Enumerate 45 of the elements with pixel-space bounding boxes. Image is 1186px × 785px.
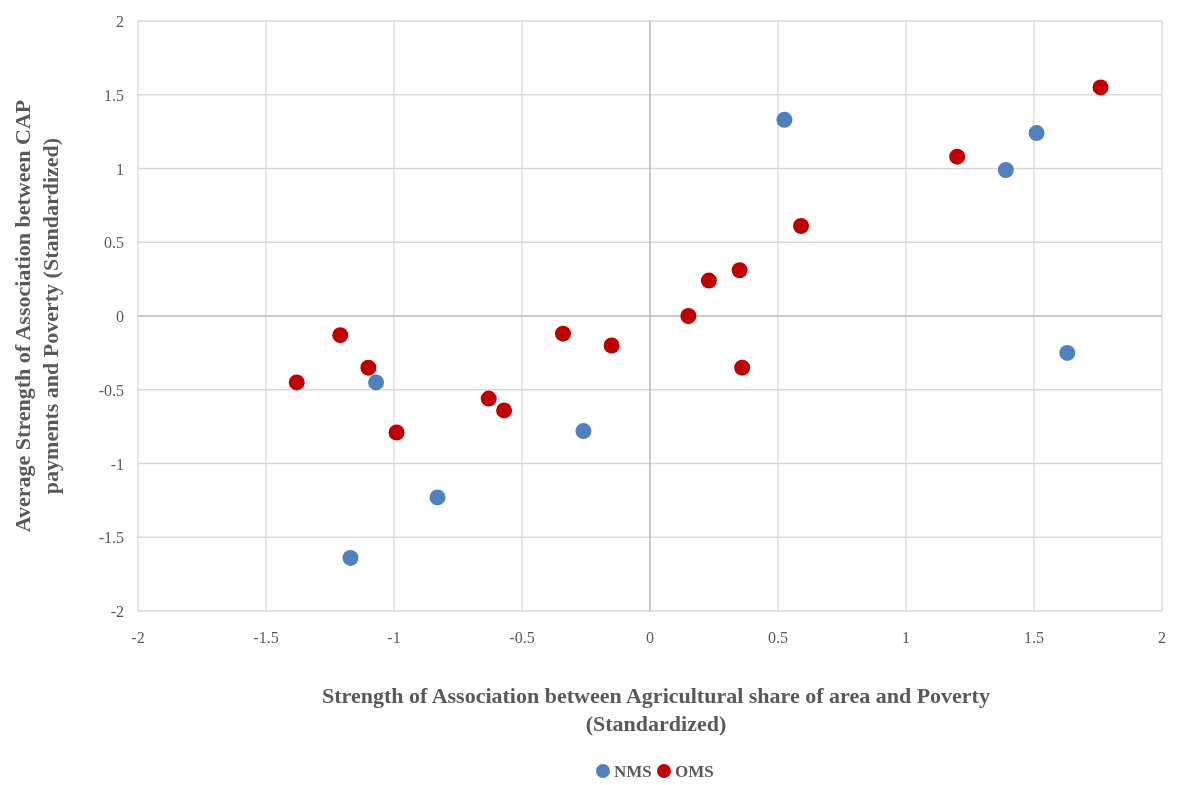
point (1028, 125, 1045, 142)
point (603, 337, 620, 354)
x-tick-label: -1 (387, 629, 401, 646)
point (429, 489, 446, 506)
point (332, 327, 349, 344)
point (1092, 79, 1109, 96)
point (776, 111, 793, 128)
x-tick-label: 1 (902, 629, 910, 646)
point (575, 423, 592, 440)
x-tick-label: 0 (646, 629, 654, 646)
x-tick-label: 0.5 (768, 629, 788, 646)
point (793, 218, 810, 235)
legend-label: OMS (675, 762, 714, 781)
y-tick-label: -1 (110, 455, 124, 473)
y-tick-label: 2 (116, 13, 124, 30)
y-tick-label: -2 (110, 603, 124, 620)
point (700, 272, 717, 289)
y-tick-label: 1 (116, 160, 124, 178)
legend-label: NMS (614, 762, 652, 781)
point (368, 374, 385, 391)
point (388, 424, 405, 441)
point (997, 161, 1014, 178)
y-tick-label: 0.5 (104, 234, 124, 252)
point (731, 262, 748, 279)
point (360, 359, 377, 376)
x-tick-label: 1.5 (1024, 629, 1044, 646)
point (480, 390, 497, 407)
y-tick-label: -1.5 (98, 529, 124, 547)
point (734, 359, 751, 376)
x-tick-label: -0.5 (509, 629, 535, 646)
y-tick-label: 1.5 (104, 86, 124, 104)
y-tick-label: -0.5 (98, 381, 124, 399)
x-axis-title: Strength of Association between Agricultural share of area and Poverty (Standardized) (322, 683, 990, 736)
y-tick-label: 0 (116, 308, 124, 325)
point (496, 402, 513, 419)
point (554, 325, 571, 342)
point (1059, 344, 1076, 361)
y-axis-title: Average Strength of Association between CAP payments and Poverty (Standardized) (10, 99, 63, 533)
x-tick-label: -2 (131, 629, 145, 646)
point (680, 308, 697, 324)
point (949, 148, 966, 165)
point (288, 374, 305, 391)
x-tick-label: 2 (1158, 629, 1166, 646)
x-tick-label: -1.5 (253, 629, 279, 646)
point (342, 549, 359, 566)
